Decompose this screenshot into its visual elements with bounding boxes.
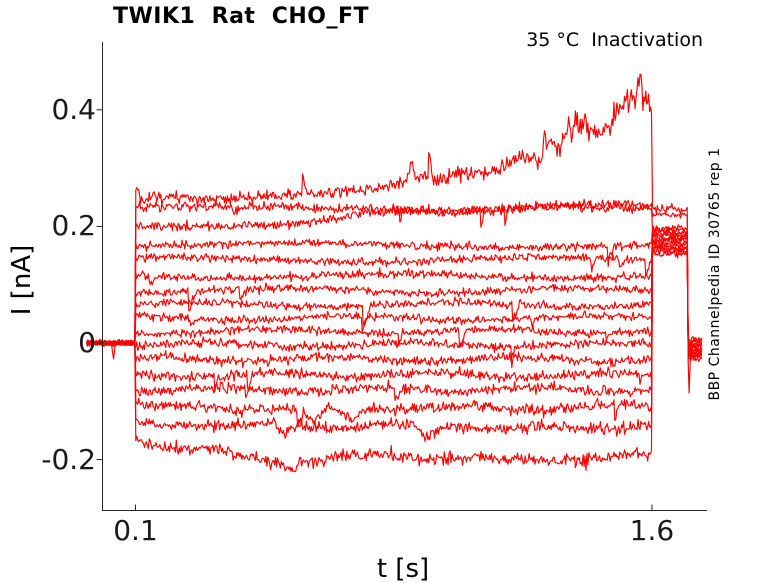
sweep-2-trace: [86, 198, 703, 346]
sweep-6-trace: [86, 229, 703, 349]
x-tick-label: 0.1: [113, 514, 158, 547]
y-tick-label: 0.2: [51, 209, 96, 243]
sweep-8-trace: [86, 233, 703, 351]
sweep-13-trace: [86, 243, 703, 393]
sweep-17-trace: [86, 249, 703, 473]
watermark-text: BBP Channelpedia ID 30765 rep 1: [707, 147, 723, 401]
sweep-16-trace: [86, 246, 703, 442]
temperature-annotation: 35 °C Inactivation: [526, 29, 703, 51]
sweep-12-trace: [86, 239, 703, 369]
sweep-15-trace: [86, 245, 703, 428]
sweep-11-trace: [86, 238, 703, 369]
y-tick-label: 0: [78, 326, 96, 359]
sweep-4-trace: [86, 225, 703, 347]
sweep-3-trace: [86, 200, 702, 347]
sweep-5-trace: [86, 227, 703, 347]
x-axis-label: t [s]: [376, 554, 430, 583]
sweep-10-trace: [86, 237, 703, 355]
y-tick-label: 0.4: [51, 92, 96, 126]
sweep-7-trace: [86, 231, 703, 348]
x-tick-label: 1.6: [629, 514, 675, 547]
sweep-14-trace: [86, 244, 703, 401]
sweep-9-trace: [86, 236, 703, 360]
sweep-1-rising-trace: [86, 73, 703, 394]
y-tick-label: -0.2: [41, 442, 96, 476]
chart-title: TWIK1 Rat CHO_FT: [113, 4, 370, 29]
y-axis-label: I [nA]: [7, 244, 37, 316]
